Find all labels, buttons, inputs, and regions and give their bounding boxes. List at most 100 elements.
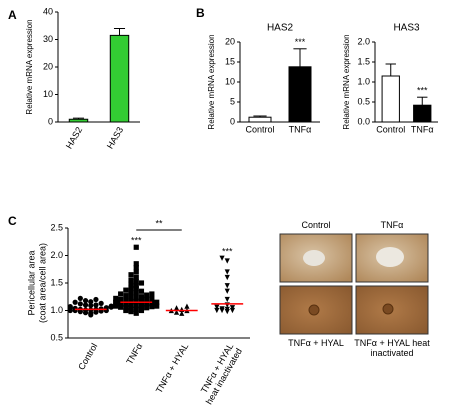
dot bbox=[154, 299, 160, 305]
dot bbox=[133, 302, 139, 309]
dot bbox=[123, 293, 129, 299]
cell bbox=[303, 250, 325, 266]
y-tick-label: 10 bbox=[225, 76, 235, 86]
y-tick-label: 0.0 bbox=[357, 116, 370, 126]
dot bbox=[149, 296, 155, 302]
dot bbox=[128, 281, 134, 287]
dot bbox=[113, 299, 119, 305]
y-tick-label: 1.5 bbox=[357, 56, 370, 66]
dot bbox=[67, 304, 73, 310]
dot bbox=[224, 258, 230, 264]
y-tick-label: 20 bbox=[43, 61, 53, 71]
dot bbox=[224, 306, 230, 312]
dot bbox=[98, 300, 104, 306]
dot bbox=[118, 304, 124, 310]
dot bbox=[144, 305, 150, 311]
dot bbox=[128, 306, 134, 312]
significance: *** bbox=[295, 37, 306, 47]
dot bbox=[138, 280, 145, 286]
dot bbox=[93, 296, 99, 303]
dot bbox=[133, 310, 139, 316]
bar bbox=[413, 104, 432, 123]
bar bbox=[248, 116, 272, 123]
y-tick-label: 2.5 bbox=[50, 222, 63, 232]
y-tick-label: 0.5 bbox=[50, 332, 63, 342]
dot bbox=[224, 274, 230, 281]
chart-title: HAS2 bbox=[267, 23, 294, 34]
dot bbox=[179, 310, 185, 316]
image-caption: TNFα + HYAL bbox=[288, 338, 344, 348]
significance: *** bbox=[417, 86, 428, 96]
dot bbox=[144, 292, 150, 298]
dot bbox=[133, 261, 139, 267]
x-tick-label: HAS2 bbox=[64, 125, 84, 150]
x-tick-label: HAS3 bbox=[105, 125, 125, 150]
dot bbox=[144, 301, 150, 307]
dot bbox=[173, 309, 180, 315]
dot bbox=[113, 295, 119, 301]
chart-title: HAS3 bbox=[393, 23, 420, 34]
dot bbox=[128, 272, 134, 278]
dot bbox=[184, 303, 190, 309]
panel-label: C bbox=[8, 214, 17, 228]
dot bbox=[133, 295, 139, 301]
dot bbox=[149, 291, 155, 297]
dot bbox=[133, 244, 139, 250]
dot bbox=[224, 269, 230, 275]
dot bbox=[133, 274, 139, 281]
dot bbox=[133, 269, 139, 275]
dot bbox=[154, 303, 160, 309]
dot bbox=[128, 309, 134, 315]
dot bbox=[82, 302, 89, 308]
dot bbox=[219, 306, 225, 312]
dot bbox=[123, 301, 129, 308]
y-tick-label: 1.5 bbox=[50, 277, 63, 287]
y-tick-label: 2.0 bbox=[50, 250, 63, 260]
dot bbox=[88, 299, 94, 305]
x-tick-label: Control bbox=[245, 124, 274, 134]
y-tick-label: 20 bbox=[225, 36, 235, 46]
dot bbox=[118, 291, 124, 297]
bar bbox=[288, 66, 312, 123]
y-tick-label: 1.0 bbox=[50, 305, 63, 315]
image-caption: Control bbox=[301, 220, 331, 230]
dot bbox=[173, 305, 180, 311]
dot bbox=[144, 296, 150, 303]
dot bbox=[224, 288, 230, 294]
dot bbox=[138, 302, 145, 308]
dot bbox=[214, 304, 220, 310]
x-tick-label: TNFα bbox=[411, 124, 434, 134]
dot bbox=[128, 294, 134, 300]
y-tick-label: 15 bbox=[225, 56, 235, 66]
dot bbox=[133, 285, 139, 292]
dot bbox=[138, 288, 145, 294]
y-tick-label: 1.0 bbox=[357, 76, 370, 86]
y-tick-label: 0.5 bbox=[357, 96, 370, 106]
dot bbox=[118, 296, 124, 303]
dot bbox=[108, 303, 114, 309]
dot bbox=[123, 298, 129, 304]
image-caption: TNFα + HYAL heat inactivated bbox=[354, 338, 430, 358]
y-axis-label: Relative mRNA expression bbox=[342, 34, 351, 129]
y-axis-label: Relative mRNA expression bbox=[207, 34, 216, 129]
dot bbox=[72, 299, 78, 305]
significance: *** bbox=[222, 247, 233, 257]
dot bbox=[149, 304, 155, 310]
y-tick-label: 10 bbox=[43, 89, 53, 99]
significance: *** bbox=[131, 236, 142, 246]
y-axis-label: Pericellular area bbox=[26, 250, 36, 315]
image-caption: TNFα bbox=[380, 220, 404, 230]
y-tick-label: 0 bbox=[48, 116, 53, 126]
y-tick-label: 0 bbox=[230, 116, 235, 126]
dot bbox=[133, 290, 139, 296]
dot bbox=[128, 289, 134, 295]
dot bbox=[149, 300, 155, 306]
cell bbox=[308, 304, 320, 316]
y-tick-label: 40 bbox=[43, 6, 53, 16]
dot bbox=[113, 303, 119, 309]
y-tick-label: 5 bbox=[230, 96, 235, 106]
y-axis-label: Relative mRNA expression bbox=[25, 19, 34, 114]
y-axis-label: (coat area/cell area) bbox=[37, 243, 47, 323]
cell bbox=[376, 247, 404, 267]
